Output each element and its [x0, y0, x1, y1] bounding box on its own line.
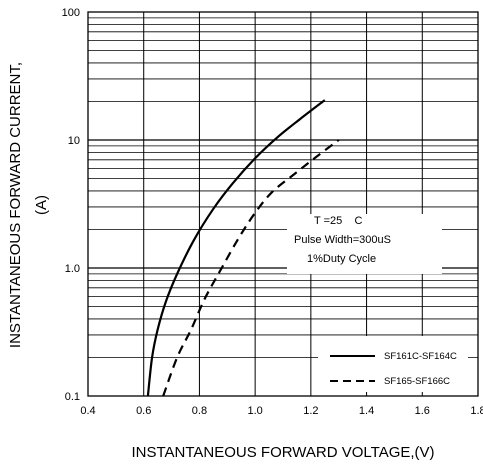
legend-label-sf165-sf166c: SF165-SF166C [384, 376, 450, 387]
x-tick-label: 0.6 [136, 405, 151, 417]
legend-label-sf161c-sf164c: SF161C-SF164C [384, 351, 457, 362]
y-axis-title-line-1: INSTANTANEOUS FORWARD CURRENT, [7, 62, 24, 348]
y-axis-title-line-2: (A) [33, 195, 50, 215]
x-tick-label: 1.4 [359, 405, 374, 417]
note-pulse-width: Pulse Width=300uS [294, 234, 391, 246]
legend-box [318, 336, 468, 392]
y-tick-labels: 0.1 1.0 10 100 [62, 7, 80, 403]
series-lines [146, 99, 340, 397]
y-tick-label: 0.1 [65, 391, 80, 403]
series-line-sf161c-sf164c [146, 99, 326, 397]
conditions-note: T =25 C Pulse Width=300uS 1%Duty Cycle [287, 214, 442, 274]
x-tick-label: 0.8 [192, 405, 207, 417]
x-tick-label: 0.4 [80, 405, 95, 417]
note-duty-cycle: 1%Duty Cycle [307, 253, 376, 265]
x-axis-title: INSTANTANEOUS FORWARD VOLTAGE,(V) [131, 444, 434, 461]
x-tick-labels: 0.4 0.6 0.8 1.0 1.2 1.4 1.6 1.8 [80, 405, 483, 417]
x-tick-label: 1.6 [415, 405, 430, 417]
plot-frame [87, 11, 479, 397]
y-tick-label: 100 [62, 7, 80, 19]
conditions-note-box [287, 214, 442, 274]
series-line-sf165-sf166c [162, 139, 340, 397]
legend: SF161C-SF164C SF165-SF166C [318, 336, 468, 392]
x-tick-label: 1.0 [247, 405, 262, 417]
y-tick-label: 1.0 [65, 263, 80, 275]
x-tick-label: 1.8 [470, 405, 483, 417]
note-temperature: T =25 C [314, 215, 362, 227]
y-tick-label: 10 [68, 135, 80, 147]
x-tick-label: 1.2 [303, 405, 318, 417]
